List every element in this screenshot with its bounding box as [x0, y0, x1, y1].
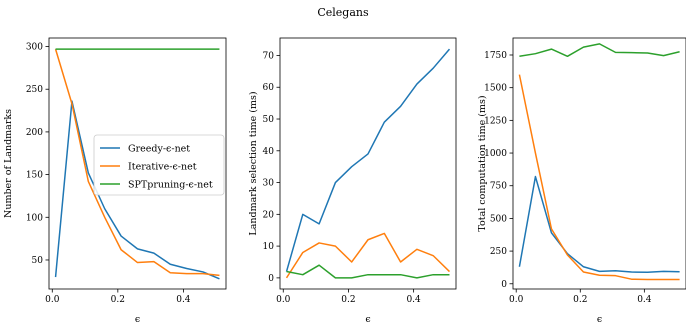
x-tick-label: 0.4	[637, 295, 652, 305]
y-tick-label: 70	[263, 51, 275, 61]
y-axis-label: Landmark selection time (ms)	[248, 91, 259, 235]
x-tick-label: 0.0	[276, 295, 291, 305]
y-tick-label: 1500	[484, 84, 507, 94]
y-tick-label: 60	[263, 83, 275, 93]
iterative-series-line	[54, 48, 220, 277]
legend-box	[93, 134, 225, 196]
greedy-series-line	[518, 175, 680, 274]
y-tick-label: 1250	[484, 116, 507, 126]
y-axis-label: Number of Landmarks	[3, 109, 14, 218]
y-tick-label: 40	[263, 147, 275, 157]
y-tick-label: 20	[263, 210, 275, 220]
y-tick-label: 150	[26, 171, 43, 181]
y-tick-label: 250	[26, 85, 43, 95]
x-axis-label: ϵ	[597, 314, 602, 325]
x-axis-label: ϵ	[365, 314, 370, 325]
x-tick-label: 0.2	[111, 295, 125, 305]
landmarks-count-panel: 0.0 0.2 0.4 50 100 150 200 250 300 ϵ Number of Lan…	[3, 37, 227, 325]
y-tick-label: 1000	[484, 149, 507, 159]
total-time-panel: 0.0 0.2 0.4 0 250 500 750 1000 1250 1500 1750 ϵ Tota…	[477, 37, 686, 325]
plot-area	[54, 48, 220, 280]
plot-area	[285, 48, 451, 279]
y-tick-label: 500	[490, 214, 507, 224]
y-tick-label: 300	[26, 43, 43, 53]
axes-frame	[279, 37, 457, 290]
greedy-series-line	[285, 48, 451, 272]
spt-series-line	[519, 43, 680, 58]
x-tick-label: 0.0	[45, 295, 60, 305]
y-tick-label: 200	[26, 128, 43, 138]
axes-frame	[48, 37, 227, 290]
figure-title: Celegans	[317, 6, 369, 19]
y-tick-label: 10	[263, 242, 275, 252]
y-tick-label: 100	[26, 213, 43, 223]
selection-time-panel: 0.0 0.2 0.4 0 10 20 30 40 50 60 70 ϵ Landmark select…	[248, 37, 457, 325]
x-tick-label: 0.4	[176, 295, 191, 305]
x-tick-label: 0.0	[509, 295, 524, 305]
x-axis-label: ϵ	[135, 314, 140, 325]
y-tick-label: 50	[32, 256, 44, 266]
y-tick-label: 50	[263, 115, 275, 125]
spt-legend-label: SPTpruning-ϵ-net	[128, 180, 213, 191]
y-tick-label: 1750	[484, 51, 507, 61]
iterative-series-line	[518, 74, 680, 281]
legend: Greedy-ϵ-net Iterative-ϵ-net SPTpruning-ϵ-…	[93, 134, 225, 196]
plot-area	[518, 43, 680, 281]
iterative-legend-label: Iterative-ϵ-net	[128, 162, 197, 173]
greedy-series-line	[54, 100, 220, 280]
x-tick-label: 0.2	[341, 295, 355, 305]
spt-series-line	[286, 264, 450, 279]
y-tick-label: 750	[490, 182, 507, 192]
y-tick-label: 30	[263, 179, 275, 189]
y-tick-label: 0	[501, 280, 507, 290]
x-tick-label: 0.2	[573, 295, 587, 305]
y-tick-label: 250	[490, 247, 507, 257]
iterative-series-line	[285, 232, 451, 279]
axes-frame	[512, 37, 686, 290]
y-tick-label: 0	[268, 274, 274, 284]
greedy-legend-label: Greedy-ϵ-net	[128, 144, 190, 155]
x-tick-label: 0.4	[406, 295, 421, 305]
y-axis-label: Total computation time (ms)	[477, 95, 488, 231]
